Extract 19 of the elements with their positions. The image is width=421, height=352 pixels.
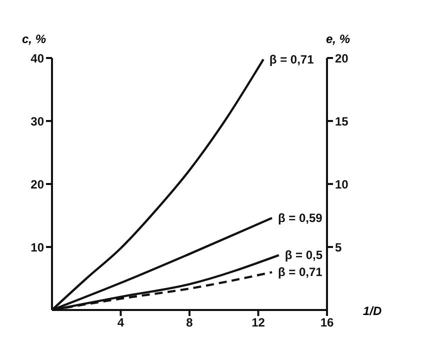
- series-label: β = 0,71: [269, 52, 314, 66]
- y2-axis-title: e, %: [326, 32, 350, 46]
- y2-tick-label: 5: [335, 240, 342, 254]
- x-tick-label: 12: [252, 316, 266, 330]
- y2-tick-label: 10: [335, 177, 349, 192]
- x-axis-title: 1/D: [363, 304, 382, 318]
- y-tick-label: 20: [30, 177, 44, 192]
- y2-tick-label: 20: [335, 51, 349, 66]
- x-tick-label: 16: [320, 316, 334, 330]
- series-label: β = 0,5: [284, 248, 323, 262]
- y2-tick-label: 15: [335, 114, 349, 128]
- x-tick-label: 8: [186, 316, 194, 330]
- y-axis-title: c, %: [22, 32, 46, 46]
- series-label: β = 0,71: [278, 265, 323, 280]
- y-tick-label: 10: [30, 240, 44, 254]
- y-tick-label: 30: [30, 114, 44, 128]
- series-label: β = 0,59: [278, 211, 323, 226]
- y-tick-label: 40: [30, 51, 44, 66]
- x-tick-label: 4: [117, 316, 124, 330]
